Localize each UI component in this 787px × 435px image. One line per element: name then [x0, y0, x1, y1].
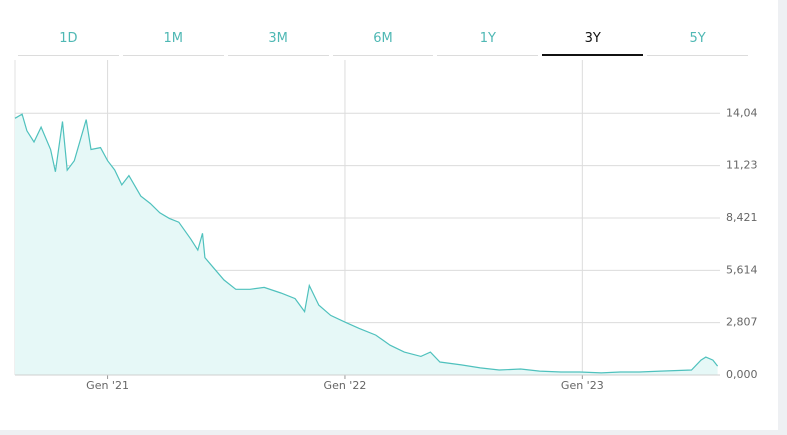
- area-fill: [15, 114, 718, 375]
- range-tab[interactable]: 1D: [18, 26, 119, 56]
- range-tabs: 1D 1M 3M 6M 1Y 3Y 5Y: [18, 26, 749, 56]
- y-tick-label: 14,04: [726, 106, 758, 119]
- range-tab[interactable]: 1M: [122, 26, 224, 56]
- y-tick-label: 11,23: [726, 159, 758, 172]
- y-tick-label: 0,000: [726, 368, 758, 381]
- y-tick-label: 8,421: [726, 211, 758, 224]
- x-tick-label: Gen '22: [324, 379, 367, 392]
- range-tab[interactable]: 5Y: [647, 26, 749, 56]
- range-tab[interactable]: 3M: [227, 26, 329, 56]
- y-tick-label: 5,614: [726, 263, 758, 276]
- range-tab[interactable]: 3Y: [542, 26, 644, 56]
- price-line: [14, 113, 719, 374]
- chart-card: 1D 1M 3M 6M 1Y 3Y 5Y 0,000 2,807 5,614 8,421 11,23…: [0, 0, 778, 430]
- chart: 0,000 2,807 5,614 8,421 11,23 14,04 Gen '21 Gen…: [14, 60, 758, 392]
- x-tick-label: Gen '23: [561, 379, 604, 392]
- x-tick-label: Gen '21: [86, 379, 129, 392]
- range-tab[interactable]: 6M: [332, 26, 434, 56]
- range-tab[interactable]: 1Y: [437, 26, 539, 56]
- y-tick-label: 2,807: [726, 316, 758, 329]
